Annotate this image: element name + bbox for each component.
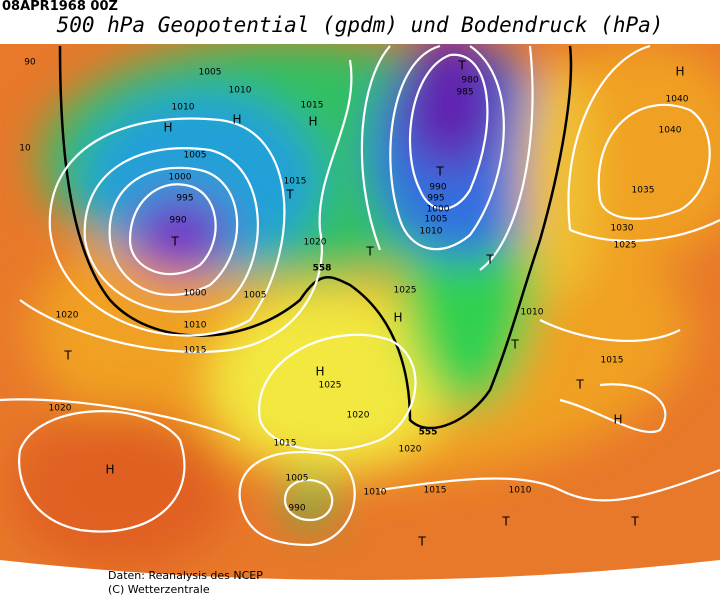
isobar-label: 990 — [429, 183, 446, 193]
isobar-label: 980 — [461, 76, 478, 86]
isobar-label: 1005 — [425, 215, 448, 225]
isobar-label: 1010 — [420, 227, 443, 237]
isobar-label: 1040 — [666, 95, 689, 105]
isobar-label: 1010 — [521, 308, 544, 318]
isobar-label: 1025 — [319, 381, 342, 391]
pressure-center: H — [315, 365, 324, 379]
isobar-label: 1010 — [172, 103, 195, 113]
isobar-label: 995 — [427, 194, 444, 204]
isobar-label: 995 — [176, 194, 193, 204]
isobar-label: 1010 — [229, 86, 252, 96]
isobar-label: 1005 — [184, 151, 207, 161]
isobar-label: 1020 — [347, 411, 370, 421]
isobar-label: 1040 — [659, 126, 682, 136]
isobar-label: 1015 — [601, 356, 624, 366]
pressure-center: T — [510, 338, 519, 352]
isobar-label: 1015 — [424, 486, 447, 496]
isobar-label: 1015 — [184, 346, 207, 356]
isobar-label: 1015 — [284, 177, 307, 187]
isobar-label: 1000 — [427, 205, 450, 215]
pressure-center: T — [457, 59, 466, 73]
pressure-center: H — [308, 115, 317, 129]
timestamp: 08APR1968 00Z — [2, 0, 118, 14]
pressure-center: T — [63, 349, 72, 363]
isobar-label: 985 — [456, 88, 473, 98]
pressure-center: H — [393, 311, 402, 325]
pressure-center: H — [232, 113, 241, 127]
pressure-center: T — [435, 165, 444, 179]
isobar-label: 1020 — [304, 238, 327, 248]
data-source: Daten: Reanalysis des NCEP — [108, 569, 263, 582]
isobar-label: 1025 — [394, 286, 417, 296]
pressure-center: H — [613, 413, 622, 427]
isobar-label: 990 — [288, 504, 305, 514]
isobar-label: 1000 — [184, 289, 207, 299]
isobar-label: 1000 — [169, 173, 192, 183]
pressure-center: H — [105, 463, 114, 477]
isobar-label: 1010 — [509, 486, 532, 496]
isobar-label: 10 — [19, 144, 31, 154]
isobar-label: 990 — [169, 216, 186, 226]
copyright: (C) Wetterzentrale — [108, 583, 210, 596]
isobars — [0, 44, 720, 547]
isobar-label: 1025 — [614, 241, 637, 251]
geopotential-552 — [58, 45, 573, 430]
color-field — [0, 44, 720, 580]
isobar-label: 1030 — [611, 224, 634, 234]
pressure-center: T — [365, 245, 374, 259]
isobar-label: 90 — [24, 58, 36, 68]
pressure-center: T — [501, 515, 510, 529]
geopotential-label: 558 — [313, 264, 332, 274]
pressure-center: T — [575, 378, 584, 392]
isobar-label: 1015 — [301, 101, 324, 111]
isobar-label: 1015 — [274, 439, 297, 449]
pressure-center: T — [285, 188, 294, 202]
pressure-center: T — [417, 535, 426, 549]
pressure-center: T — [170, 235, 179, 249]
pressure-center: H — [163, 121, 172, 135]
isobar-label: 1005 — [286, 474, 309, 484]
geopotential-label: 555 — [419, 428, 438, 438]
isobar-label: 1010 — [184, 321, 207, 331]
pressure-center: T — [485, 253, 494, 267]
isobar-label: 1020 — [49, 404, 72, 414]
pressure-center: T — [630, 515, 639, 529]
isobar-label: 1005 — [244, 291, 267, 301]
map-title: 500 hPa Geopotential (gpdm) und Bodendru… — [57, 13, 664, 37]
isobar-label: 1020 — [399, 445, 422, 455]
isobar-label: 1035 — [632, 186, 655, 196]
isobar-label: 1010 — [364, 488, 387, 498]
pressure-center: H — [675, 65, 684, 79]
isobar-label: 1020 — [56, 311, 79, 321]
isobar-label: 1005 — [199, 68, 222, 78]
